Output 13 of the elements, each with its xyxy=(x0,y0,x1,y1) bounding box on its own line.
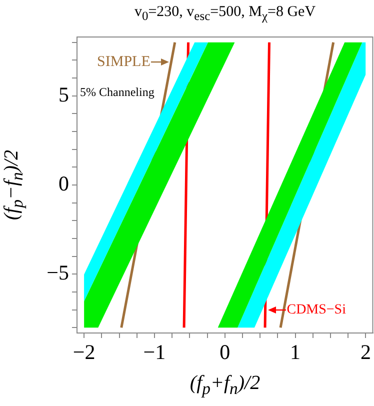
x-tick-label: 0 xyxy=(220,340,230,364)
annotation: 5% Channeling xyxy=(80,85,154,100)
annotation: SIMPLE xyxy=(97,54,150,70)
y-tick-label: 0 xyxy=(58,172,69,196)
x-tick-label: 2 xyxy=(360,340,371,364)
y-tick-label: 5 xyxy=(58,82,69,106)
x-axis-title: (f$_{p}$+f$_{n}$)/2 xyxy=(188,372,262,399)
chart-title: v$_{0}$=230, v$_{esc}$=500, M$_{χ}$=8 GeV xyxy=(133,4,317,24)
x-tick-label: 1 xyxy=(290,340,301,364)
x-tick-label: −2 xyxy=(72,340,96,364)
annotation: CDMS−Si xyxy=(286,302,346,318)
x-tick-label: −1 xyxy=(143,340,166,364)
y-tick-label: −5 xyxy=(46,260,69,285)
